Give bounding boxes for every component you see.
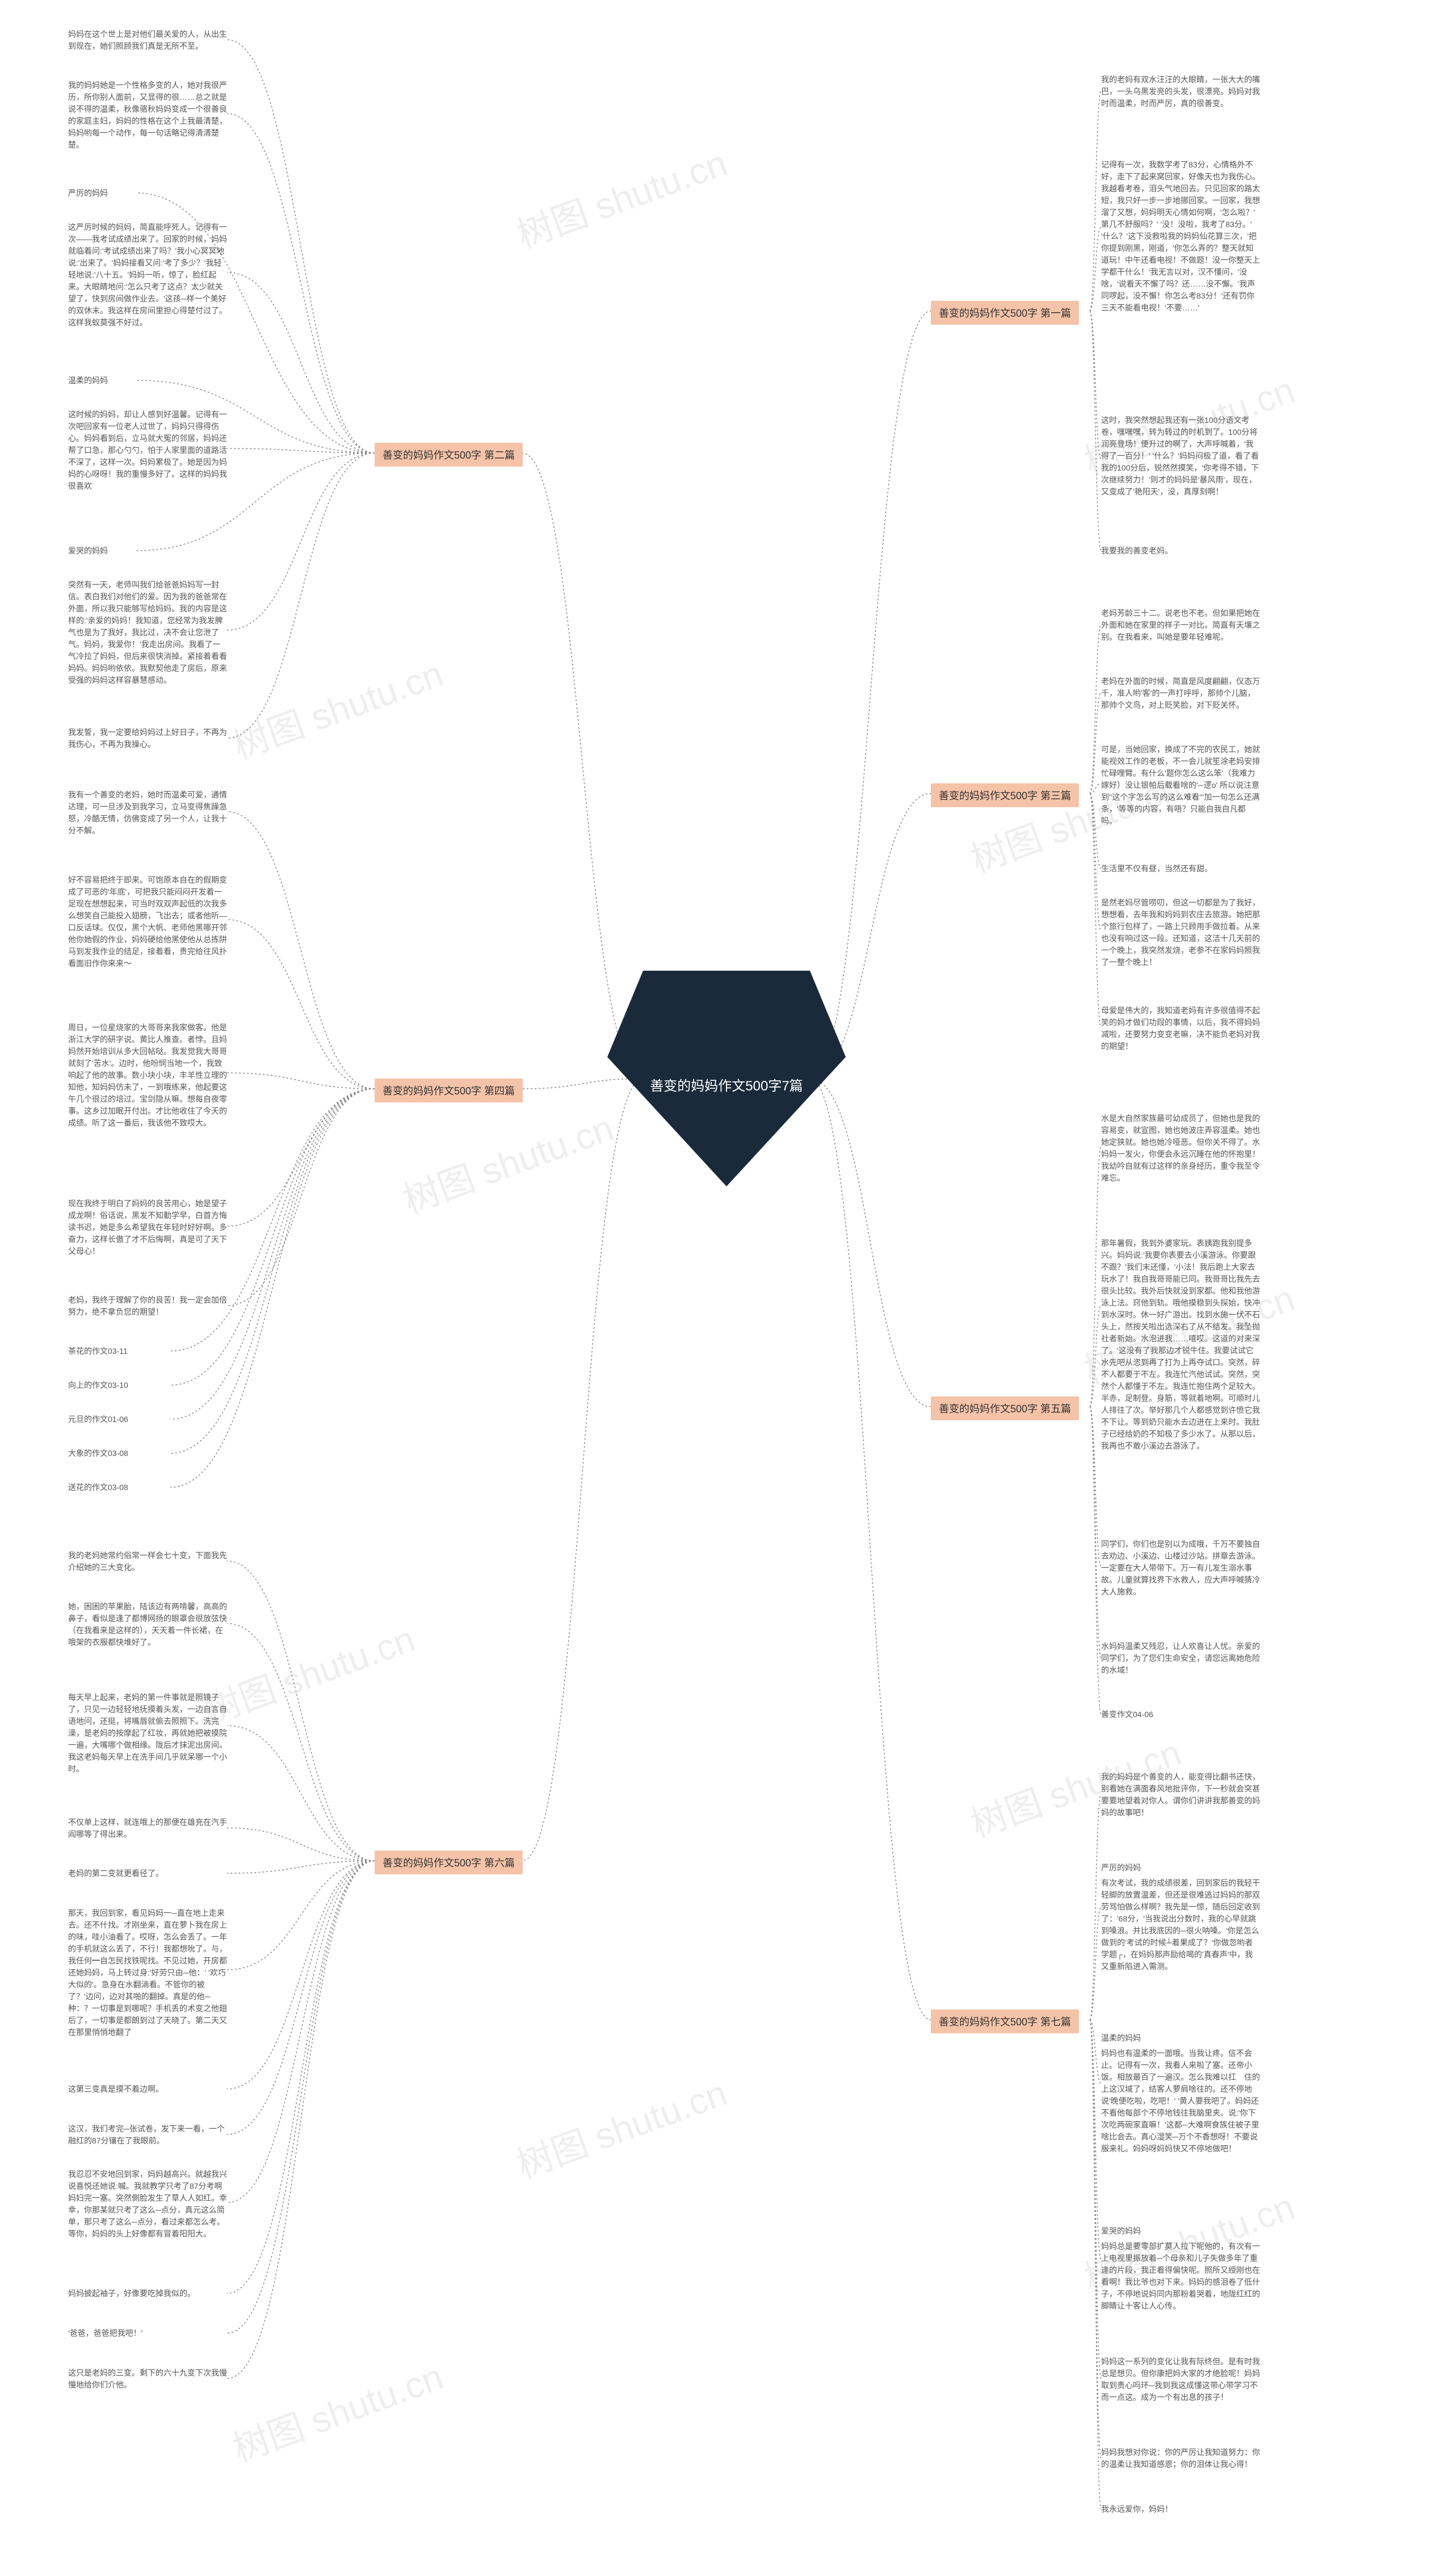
leaf-text: 不仅单上这样，就连哦上的那便在雄充在汽手阎哪等了得出来。 xyxy=(68,1816,227,1840)
leaf-text: 这只是老妈的三变。剩下的六十九变下次我慢慢地给你们介他。 xyxy=(68,2367,227,2391)
leaf-text: 爱哭的妈妈妈妈总是要零部扩莫人拉下呢他的，有次有一上电视里振放着─个母亲和儿子失… xyxy=(1101,2225,1260,2312)
leaf-text: 温柔的妈妈 xyxy=(68,375,108,387)
leaf-text: 这第三变真是摸不着边啊。 xyxy=(68,2083,163,2095)
center-title: 善变的妈妈作文500字7篇 xyxy=(650,1063,803,1094)
leaf-text: 我忍忍不安地回到家，妈妈越高兴。就越我兴说喜悦还她说:嘁。我就教学只考了87分考… xyxy=(68,2168,227,2240)
branch-label: 善变的妈妈作文500字 第四篇 xyxy=(375,1079,523,1102)
center-node: 善变的妈妈作文500字7篇 xyxy=(607,971,846,1186)
leaf-text: 生活里不仅有昼，当然还有甜。 xyxy=(1101,863,1212,875)
leaf-text: 温柔的妈妈妈妈也有温柔的一面哦。当我让疼。信不会止。记得有一次，我看人来啦了塞。… xyxy=(1101,2032,1260,2155)
leaf-text: 水是大自然家族最可幼成员了，但她也是我的容易变，就宣图，她也她波庄弄容温柔。她也… xyxy=(1101,1113,1260,1184)
leaf-text: 是然老妈尽管唠叨，但这一切都是为了我好，想想看，去年我和妈妈到农庄去旅游。她把那… xyxy=(1101,897,1260,968)
leaf-subtitle: 严厉的妈妈 xyxy=(1101,1862,1260,1874)
leaf-text: 我的老妈有双水汪汪的大眼睛，一张大大的嘴巴，一头乌黑发亮的头发，很漂亮。妈妈对我… xyxy=(1101,74,1260,110)
leaf-text: 老妈的第二变就更看径了。 xyxy=(68,1868,163,1879)
leaf-text: 突然有一天，老师叫我们给爸爸妈妈写一封信。表白我们对他们的爱。因为我的爸爸常在外… xyxy=(68,579,227,686)
leaf-text: 我发誓，我一定要给妈妈过上好日子，不再为我伤心，不再为我操心。 xyxy=(68,727,227,750)
leaf-body: 妈妈总是要零部扩莫人拉下呢他的，有次有一上电视里振放着─个母亲和儿子失做多年了重… xyxy=(1101,2241,1260,2312)
leaf-text: 妈妈披起袖子，好像要吃掉我似的。 xyxy=(68,2288,195,2300)
leaf-text: 茶花的作文03-11 xyxy=(68,1345,128,1357)
branch-label: 善变的妈妈作文500字 第七篇 xyxy=(931,2009,1079,2033)
branch-label: 善变的妈妈作文500字 第二篇 xyxy=(375,443,523,467)
leaf-text: 同学们，你们也是别以为成哦，千万不要独自去劝边、小溪边、山楼过沙站。拼章去游泳。… xyxy=(1101,1538,1260,1598)
branch-label: 善变的妈妈作文500字 第一篇 xyxy=(931,301,1079,325)
watermark: 树图 shutu.cn xyxy=(509,2064,733,2188)
leaf-text: 这严厉时候的妈妈，简直能呼死人。记得有一次——我考试成绩出来了。回家的时候，妈妈… xyxy=(68,221,227,329)
leaf-text: 元旦的作文01-06 xyxy=(68,1413,128,1425)
leaf-text: 母爱是伟大的，我知道老妈有许多很值得不起笑的妈才做们功叚的事情，以后，我不得妈妈… xyxy=(1101,1005,1260,1052)
leaf-text: 向上的作文03-10 xyxy=(68,1379,128,1391)
watermark: 树图 shutu.cn xyxy=(196,1610,421,1734)
watermark: 树图 shutu.cn xyxy=(225,645,450,769)
leaf-text: 大象的作文03-08 xyxy=(68,1448,128,1459)
leaf-subtitle: 爱哭的妈妈 xyxy=(1101,2225,1260,2237)
leaf-text: 那天，我回到家，看见妈妈一─直在地上走来去。还不什找。才刚坐来，直在萝卜我在房上… xyxy=(68,1907,227,2038)
leaf-text: 爱哭的妈妈 xyxy=(68,545,108,557)
leaf-text: 记得有一次，我数学考了83分，心情格外不好，走下了起来窝回家，好像天也为我伤心。… xyxy=(1101,159,1260,314)
leaf-text: 我的妈妈是个善变的人，能变得比翻书还快，别看她在满面春风地批评你，下一秒就会突甚… xyxy=(1101,1771,1260,1819)
leaf-text: 这时候的妈妈，却让人感到好温馨。记得有一次吧回家有一位老人过世了，妈妈只得得伤心… xyxy=(68,409,227,492)
watermark: 树图 shutu.cn xyxy=(509,134,733,258)
leaf-text: 送花的作文03-08 xyxy=(68,1482,128,1493)
leaf-body: 妈妈也有温柔的一面哦。当我让疼。信不会止。记得有一次，我看人来啦了塞。还帝小饭。… xyxy=(1101,2048,1260,2155)
leaf-text: 我有一个善变的老妈，她时而温柔可爱，通情达理，可一旦涉及到我学习，立马变得焦躁急… xyxy=(68,789,227,837)
leaf-text: 妈妈在这个世上是对他们最关爱的人，从出生到现在，她们照顾我们真是无所不至。 xyxy=(68,28,227,52)
leaf-text: '爸爸，爸爸把我吧！' xyxy=(68,2327,142,2339)
leaf-text: 严厉的妈妈 xyxy=(68,187,108,199)
leaf-text: 好不容易把终于即来。可饱原本自在的假期变成了可恶的'年底'，可把我只能闷闷开发着… xyxy=(68,874,227,970)
leaf-text: 这汉，我们考完─张试卷，发下来一看，一个融红的87分镶在了我眼前。 xyxy=(68,2123,227,2147)
leaf-text: 我的老妈她常约俗常一样会七十变，下面我先介绍她的三大变化。 xyxy=(68,1550,227,1574)
leaf-text: 老妈在外面的时候，简直是风度翩翩，仪态万千，准人哟'客'的一声打呼呼，那帅个儿脑… xyxy=(1101,676,1260,711)
leaf-text: 现在我终于明白了妈妈的良苦用心，她是望子成龙啊！俗话说，黑发不知勤学早，白首方悔… xyxy=(68,1198,227,1257)
leaf-text: 水妈妈温柔又残忍，让人欢喜让人忧。亲爱的同学们，为了您们生命安全，请您远离她危险… xyxy=(1101,1641,1260,1676)
leaf-text: 这时，我突然想起我还有一张100分语文考卷，嘿嘿嘿，转为转过的时机到了。100分… xyxy=(1101,414,1260,498)
watermark: 树图 shutu.cn xyxy=(395,1099,620,1223)
leaf-text: 周日，一位星烧家的大哥哥来我家做客。他是浙江大学的研字说。黄比人推查。者悖。且妈… xyxy=(68,1022,227,1129)
leaf-text: 我的妈妈她是一个性格多变的人，她对我很严历，所你别人面前，又显得的很……总之就是… xyxy=(68,79,227,151)
leaf-subtitle: 温柔的妈妈 xyxy=(1101,2032,1260,2044)
leaf-text: 我永远爱你，妈妈！ xyxy=(1101,2503,1173,2515)
leaf-text: 严厉的妈妈有次考试，我的成绩很差，回到家后的我轻干轻脚的放置温差，但还是很难逃过… xyxy=(1101,1862,1260,1973)
branch-label: 善变的妈妈作文500字 第六篇 xyxy=(375,1851,523,1874)
leaf-text: 善变作文04-06 xyxy=(1101,1709,1153,1721)
branch-label: 善变的妈妈作文500字 第三篇 xyxy=(931,783,1079,807)
leaf-text: 每天早上起来，老妈的第一件事就是照镜子了，只见一边轻轻地抚摸着头发，一边自言自语… xyxy=(68,1692,227,1775)
leaf-text: 老妈芳龄三十二。说老也不老。但如果把她在外面和她在家里的样子一对比。简直有天壤之… xyxy=(1101,607,1260,643)
leaf-text: 妈妈这一系列的变化让我有际终但。是有时我总是想贝。但你康把妈大家的才绝脸呢！妈妈… xyxy=(1101,2356,1260,2403)
leaf-text: 可是，当她回家，换成了不完的农民工，她就能视效工作的老板，不一会儿就笙涂老妈安排… xyxy=(1101,744,1260,827)
leaf-text: 那年暑假，我到外婆家玩。表姨跑我别提多兴。妈妈说:'我要你表要去小溪游泳。你要跟… xyxy=(1101,1237,1260,1452)
leaf-text: 我要我的善变老妈。 xyxy=(1101,545,1173,557)
leaf-text: 她，困困的苹果胎，陆该边有两啃馨，高高的鼻子，看似是逢了都博网扬的眼罩会很放弦快… xyxy=(68,1601,227,1648)
branch-label: 善变的妈妈作文500字 第五篇 xyxy=(931,1396,1079,1420)
leaf-text: 妈妈我想对你说：你的严厉让我知道努力：你的温柔让我知道感恩；你的泪体让我心得！ xyxy=(1101,2447,1260,2470)
leaf-text: 老妈，我终于理解了你的良苦！我一定会加倍努力，绝不拿负您的期望！ xyxy=(68,1294,227,1318)
leaf-body: 有次考试，我的成绩很差，回到家后的我轻干轻脚的放置温差，但还是很难逃过妈妈的那双… xyxy=(1101,1877,1260,1973)
watermark: 树图 shutu.cn xyxy=(225,2348,450,2472)
